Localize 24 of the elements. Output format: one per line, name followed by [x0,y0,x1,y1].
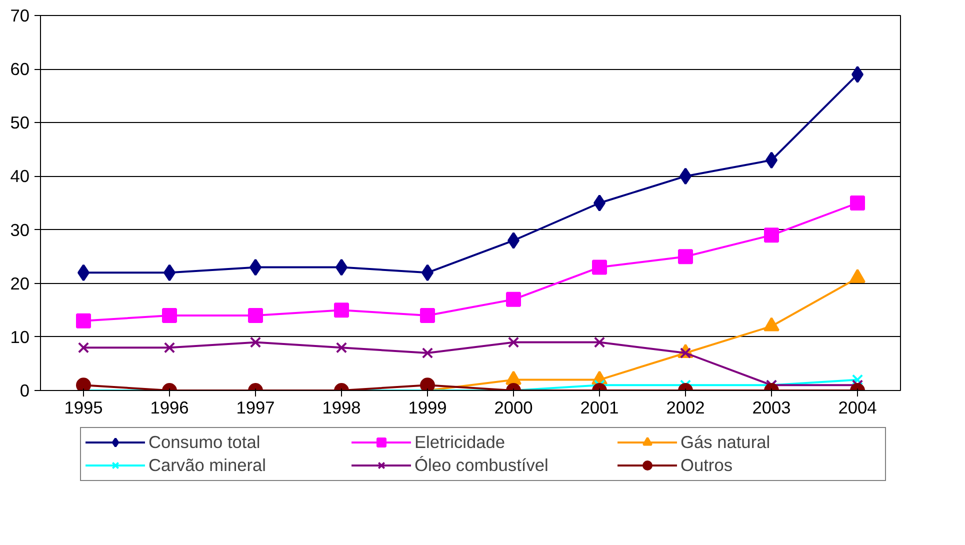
x-tick-label: 1995 [64,398,103,418]
y-tick-label: 20 [10,273,30,294]
y-tick-label: 0 [20,380,30,400]
legend-label: Carvão mineral [148,454,267,476]
x-tick-label: 1996 [150,398,189,418]
x-tick-label: 2003 [752,398,791,418]
x-tick-label: 2001 [580,398,619,418]
y-tick-label: 30 [10,220,30,240]
y-tick-label: 50 [10,112,30,133]
x-tick-label: 1998 [322,398,361,418]
legend-label: Gás natural [680,432,772,452]
legend-label: Consumo total [148,432,262,452]
x-tick-label: 2004 [838,398,878,418]
legend-label: Óleo combustível [414,454,550,476]
y-tick-label: 60 [10,59,30,80]
x-tick-label: 1997 [236,398,275,418]
x-tick-label: 2000 [494,398,533,418]
legend-label: Outros [680,454,734,476]
y-tick-label: 40 [10,166,30,186]
x-tick-label: 2002 [666,398,705,418]
legend-label: Eletricidade [414,432,506,452]
y-tick-label: 70 [10,6,30,26]
y-tick-label: 10 [10,326,30,347]
x-tick-label: 1999 [408,398,447,418]
